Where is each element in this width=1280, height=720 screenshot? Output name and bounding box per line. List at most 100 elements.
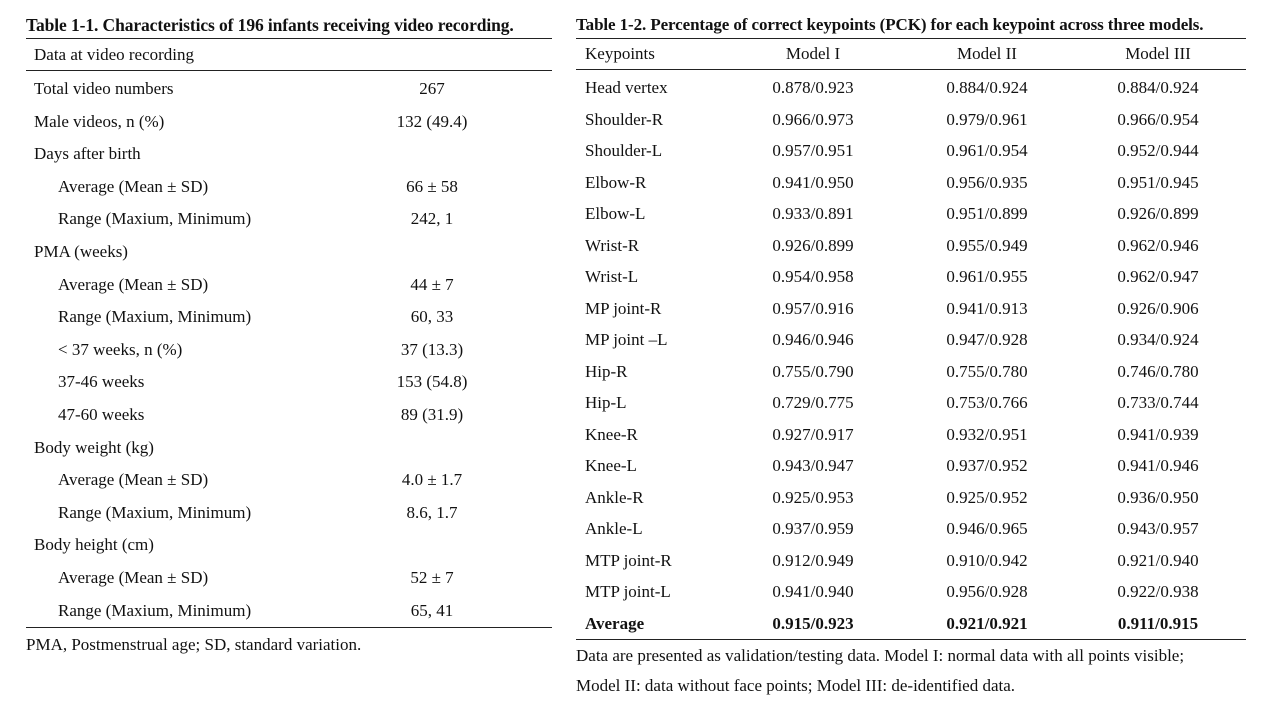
row-value: 89 (31.9) xyxy=(400,404,464,424)
table-row: Average (Mean ± SD) 4.0 ± 1.7 xyxy=(26,464,552,497)
model-1-value: 0.926/0.899 xyxy=(772,235,854,255)
keypoint-name: MP joint –L xyxy=(585,330,668,349)
keypoint-name: Knee-R xyxy=(585,424,638,444)
model-3-value: 0.941/0.939 xyxy=(1117,424,1199,444)
model-3-value: 0.941/0.946 xyxy=(1117,456,1199,475)
table-1-2-note-line-2: Model II: data without face points; Mode… xyxy=(576,676,1016,695)
table-row: Average (Mean ± SD) 52 ± 7 xyxy=(26,562,552,595)
keypoint-name: Wrist-R xyxy=(585,235,640,255)
table-row: Body height (cm) xyxy=(26,529,552,562)
table-row: Ankle-R 0.925/0.953 0.925/0.952 0.936/0.950 xyxy=(576,482,1246,514)
table-row: 37-46 weeks 153 (54.8) xyxy=(26,366,552,399)
table-row: Range (Maxium, Minimum) 8.6, 1.7 xyxy=(26,497,552,530)
model-1-value: 0.933/0.891 xyxy=(772,204,854,223)
model-1-value: 0.957/0.916 xyxy=(772,298,854,318)
row-label: Body weight (kg) xyxy=(34,437,154,457)
model-1-value: 0.966/0.973 xyxy=(772,109,854,129)
model-1-value: 0.954/0.958 xyxy=(772,267,854,286)
table-row: Days after birth xyxy=(26,138,552,171)
model-3-value: 0.926/0.906 xyxy=(1117,298,1199,318)
model-1-value: 0.925/0.953 xyxy=(772,487,854,507)
table-row: Male videos, n (%) 132 (49.4) xyxy=(26,106,552,139)
model-2-value: 0.955/0.949 xyxy=(946,235,1028,255)
model-3-value: 0.733/0.744 xyxy=(1117,393,1199,412)
keypoint-name: Shoulder-L xyxy=(585,141,663,160)
model-3-value: 0.746/0.780 xyxy=(1117,361,1199,381)
model-3-value: 0.943/0.957 xyxy=(1117,519,1199,538)
row-label: 37-46 weeks xyxy=(58,372,145,392)
table-row: Elbow-R 0.941/0.950 0.956/0.935 0.951/0.945 xyxy=(576,167,1246,199)
keypoint-name: Wrist-L xyxy=(585,267,639,286)
table-row: < 37 weeks, n (%) 37 (13.3) xyxy=(26,334,552,367)
model-1-value: 0.946/0.946 xyxy=(772,330,854,349)
model-3-value: 0.921/0.940 xyxy=(1117,550,1199,570)
row-label: Average (Mean ± SD) xyxy=(58,176,209,196)
table-1-2-note-line-1: Data are presented as validation/testing… xyxy=(576,646,1185,665)
table-row: Wrist-L 0.954/0.958 0.961/0.955 0.962/0.947 xyxy=(576,261,1246,293)
keypoint-name: Knee-L xyxy=(585,456,637,475)
model-2-value: 0.956/0.935 xyxy=(946,172,1028,192)
row-value: 4.0 ± 1.7 xyxy=(401,470,463,490)
keypoint-name: Ankle-R xyxy=(585,487,644,507)
keypoint-name: Hip-L xyxy=(585,393,627,412)
column-header-keypoints: Keypoints xyxy=(585,44,655,63)
keypoint-name: Hip-R xyxy=(585,361,628,381)
column-header-model-3: Model III xyxy=(1125,44,1191,63)
model-1-value: 0.878/0.923 xyxy=(772,78,854,97)
row-value: 242, 1 xyxy=(410,209,454,229)
keypoint-name: MTP joint-R xyxy=(585,550,672,570)
model-2-value: 0.755/0.780 xyxy=(946,361,1028,381)
column-header-model-2: Model II xyxy=(957,44,1017,63)
model-2-value: 0.961/0.955 xyxy=(946,267,1028,286)
table-top-rule xyxy=(26,38,552,39)
model-2-value: 0.937/0.952 xyxy=(946,456,1028,475)
row-label: Body height (cm) xyxy=(34,535,154,555)
table-1-2-title: Table 1-2. Percentage of correct keypoin… xyxy=(576,15,1204,34)
model-2-value: 0.951/0.899 xyxy=(946,204,1028,223)
model-3-value: 0.966/0.954 xyxy=(1117,109,1199,129)
model-2-value: 0.961/0.954 xyxy=(946,141,1028,160)
row-label: PMA (weeks) xyxy=(34,241,128,261)
table-header-rule xyxy=(576,69,1246,70)
table-row: Shoulder-L 0.957/0.951 0.961/0.954 0.952/0.… xyxy=(576,135,1246,167)
keypoint-name: Head vertex xyxy=(585,78,668,97)
model-3-value: 0.934/0.924 xyxy=(1117,330,1199,349)
model-1-value: 0.937/0.959 xyxy=(772,519,854,538)
table-1-2: Table 1-2. Percentage of correct keypoin… xyxy=(576,12,1246,700)
table-row: Range (Maxium, Minimum) 60, 33 xyxy=(26,301,552,334)
table-row: Body weight (kg) xyxy=(26,432,552,465)
table-row: Ankle-L 0.937/0.959 0.946/0.965 0.943/0.957 xyxy=(576,513,1246,545)
row-label: < 37 weeks, n (%) xyxy=(58,339,183,359)
average-model-3: 0.911/0.915 xyxy=(1117,613,1199,633)
table-1-1-note: PMA, Postmenstrual age; SD, standard var… xyxy=(26,635,362,655)
model-3-value: 0.926/0.899 xyxy=(1117,204,1199,223)
table-row: Wrist-R 0.926/0.899 0.955/0.949 0.962/0.946 xyxy=(576,230,1246,262)
keypoint-name: Ankle-L xyxy=(585,519,643,538)
average-row: Average 0.915/0.923 0.921/0.921 0.911/0.… xyxy=(576,608,1246,640)
model-3-value: 0.884/0.924 xyxy=(1117,78,1199,97)
model-2-value: 0.956/0.928 xyxy=(946,582,1028,601)
table-row: Knee-R 0.927/0.917 0.932/0.951 0.941/0.939 xyxy=(576,419,1246,451)
model-2-value: 0.910/0.942 xyxy=(946,550,1028,570)
table-1-1-header: Data at video recording xyxy=(34,45,195,64)
table-bottom-rule xyxy=(576,639,1246,640)
average-label: Average xyxy=(585,613,645,633)
table-row: MP joint –L 0.946/0.946 0.947/0.928 0.934/0… xyxy=(576,324,1246,356)
row-label: Range (Maxium, Minimum) xyxy=(58,209,252,229)
table-row: Average (Mean ± SD) 44 ± 7 xyxy=(26,269,552,302)
model-1-value: 0.729/0.775 xyxy=(772,393,854,412)
column-header-model-1: Model I xyxy=(785,44,841,63)
table-row: Total video numbers 267 xyxy=(26,73,552,106)
row-value: 52 ± 7 xyxy=(410,567,454,587)
table-row: PMA (weeks) xyxy=(26,236,552,269)
table-row: Average (Mean ± SD) 66 ± 58 xyxy=(26,171,552,204)
model-2-value: 0.979/0.961 xyxy=(946,109,1028,129)
average-model-1: 0.915/0.923 xyxy=(772,613,854,633)
table-row: Range (Maxium, Minimum) 65, 41 xyxy=(26,595,552,628)
keypoint-name: MP joint-R xyxy=(585,298,662,318)
model-3-value: 0.962/0.947 xyxy=(1117,267,1199,286)
row-label: Days after birth xyxy=(34,144,141,164)
table-row: Elbow-L 0.933/0.891 0.951/0.899 0.926/0.899 xyxy=(576,198,1246,230)
table-1-2-header-row: Keypoints Model I Model II Model III xyxy=(576,39,1246,69)
row-value: 66 ± 58 xyxy=(406,176,458,196)
